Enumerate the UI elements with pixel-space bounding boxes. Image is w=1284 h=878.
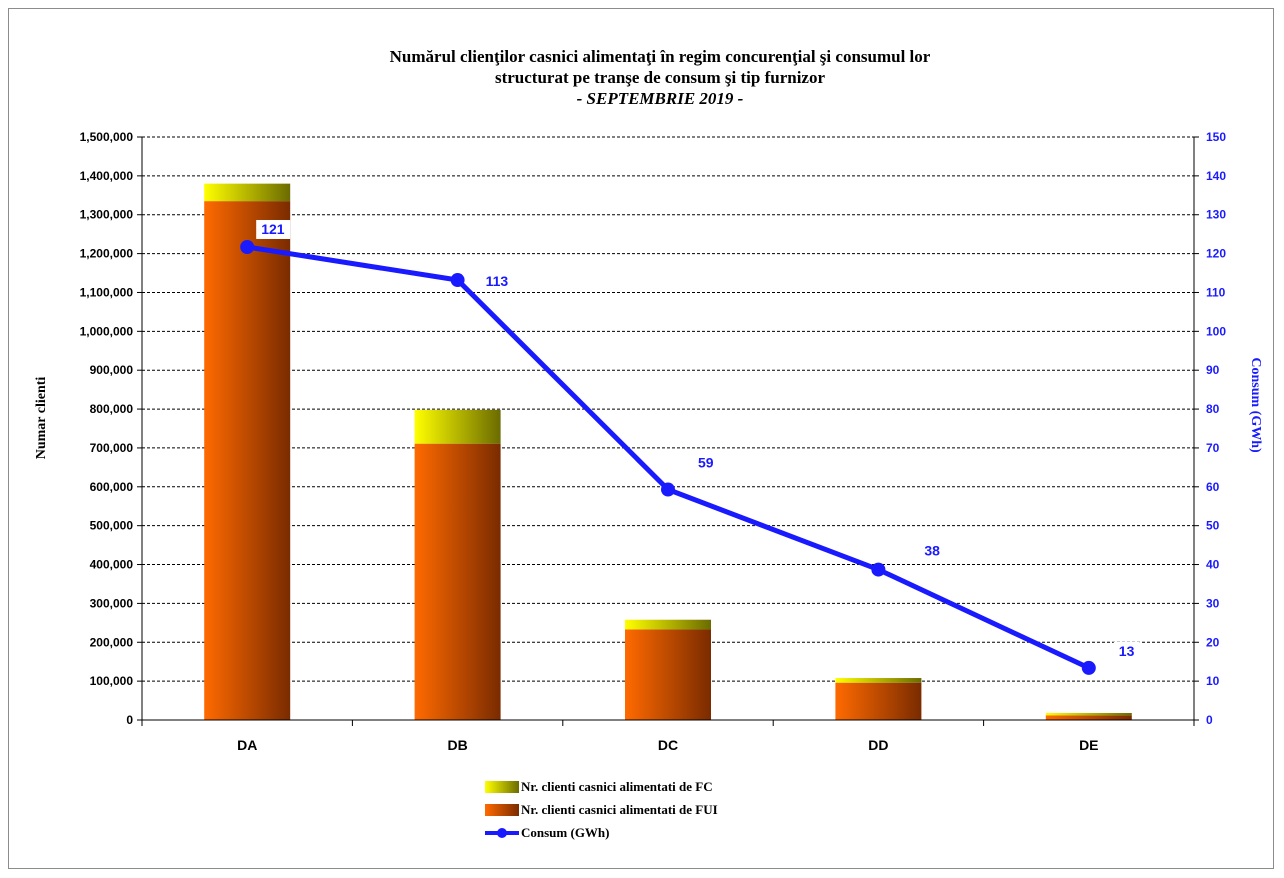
bar-fui <box>204 201 291 720</box>
legend-label-consum: Consum (GWh) <box>521 824 610 840</box>
legend-label-fc: Nr. clienti casnici alimentati de FC <box>521 778 713 794</box>
chart-title-line-3: - SEPTEMBRIE 2019 - <box>576 89 744 108</box>
bar-fui <box>625 629 711 720</box>
chart-title-line-2: structurat pe tranşe de consum şi tip fu… <box>494 68 826 87</box>
y2-tick-label: 20 <box>1206 635 1220 649</box>
bar-fc <box>414 409 501 444</box>
consum-point <box>1081 660 1096 675</box>
bar-fui <box>414 443 501 720</box>
y2-tick-label: 10 <box>1206 674 1220 688</box>
x-tick-label: DE <box>1079 737 1098 753</box>
data-label: 38 <box>924 543 940 559</box>
data-label-bg <box>1113 641 1140 661</box>
legend-item-fui: Nr. clienti casnici alimentati de FUI <box>485 798 718 821</box>
y2-tick-label: 120 <box>1206 247 1226 261</box>
data-label: 59 <box>698 455 714 471</box>
consum-point <box>871 562 886 577</box>
y2-tick-label: 130 <box>1206 208 1226 222</box>
x-tick-label: DA <box>237 737 257 753</box>
legend-item-fc: Nr. clienti casnici alimentati de FC <box>485 775 718 798</box>
y-tick-label: 700,000 <box>90 441 134 455</box>
y-tick-label: 1,400,000 <box>80 169 134 183</box>
y2-tick-label: 100 <box>1206 324 1226 338</box>
y-tick-label: 900,000 <box>90 363 134 377</box>
y2-tick-label: 80 <box>1206 402 1220 416</box>
y-tick-label: 1,500,000 <box>80 130 134 144</box>
y-tick-label: 200,000 <box>90 635 134 649</box>
legend-swatch-consum <box>485 827 519 839</box>
chart-title: Numărul clienţilor casnici alimentaţi în… <box>240 46 1080 109</box>
data-label-bg <box>256 219 291 239</box>
legend: Nr. clienti casnici alimentati de FC Nr.… <box>485 775 718 844</box>
legend-item-consum: Consum (GWh) <box>485 821 718 844</box>
x-tick-label: DB <box>447 737 467 753</box>
data-label-bg <box>919 541 946 561</box>
x-tick-label: DC <box>658 737 678 753</box>
y-tick-label: 0 <box>126 713 133 727</box>
y-tick-label: 400,000 <box>90 558 134 572</box>
consum-point <box>661 482 675 497</box>
y-axis-label: Numar clienti <box>34 377 49 460</box>
chart-title-line-1: Numărul clienţilor casnici alimentaţi în… <box>389 47 931 66</box>
y-tick-label: 300,000 <box>90 596 134 610</box>
y-tick-label: 100,000 <box>90 674 134 688</box>
y-tick-label: 1,200,000 <box>80 247 134 261</box>
data-label: 113 <box>486 273 509 289</box>
data-label: 121 <box>261 221 285 237</box>
y-tick-label: 1,100,000 <box>80 285 134 299</box>
y2-tick-label: 60 <box>1206 480 1220 494</box>
y2-tick-label: 140 <box>1206 169 1226 183</box>
y-tick-label: 600,000 <box>90 480 134 494</box>
y2-tick-label: 40 <box>1206 558 1220 572</box>
legend-label-fui: Nr. clienti casnici alimentati de FUI <box>521 801 718 817</box>
bar-fui <box>835 682 922 720</box>
y-tick-label: 500,000 <box>90 519 134 533</box>
consum-point <box>450 273 465 288</box>
y2-axis-label: Consum (GWh) <box>1248 357 1263 453</box>
y2-tick-label: 110 <box>1206 285 1226 299</box>
data-label-bg <box>693 453 719 473</box>
bar-fc <box>1045 713 1132 716</box>
y2-tick-label: 90 <box>1206 363 1220 377</box>
bar-fui <box>1045 715 1132 720</box>
bar-fc <box>625 619 711 630</box>
consum-point <box>240 239 255 254</box>
y-tick-label: 1,000,000 <box>80 324 134 338</box>
x-tick-label: DD <box>868 737 888 753</box>
legend-swatch-fc <box>485 780 519 793</box>
y2-tick-label: 0 <box>1206 713 1213 727</box>
bar-fc <box>204 183 291 202</box>
y2-tick-label: 70 <box>1206 441 1220 455</box>
y-tick-label: 800,000 <box>90 402 134 416</box>
consum-line <box>246 244 1090 671</box>
y2-tick-label: 150 <box>1206 130 1226 144</box>
legend-swatch-fui <box>485 803 519 816</box>
bar-fc <box>835 678 922 683</box>
y2-tick-label: 30 <box>1206 596 1220 610</box>
data-label: 13 <box>1119 643 1135 659</box>
data-label-bg <box>480 272 515 292</box>
y-tick-label: 1,300,000 <box>80 208 134 222</box>
y2-tick-label: 50 <box>1206 519 1220 533</box>
